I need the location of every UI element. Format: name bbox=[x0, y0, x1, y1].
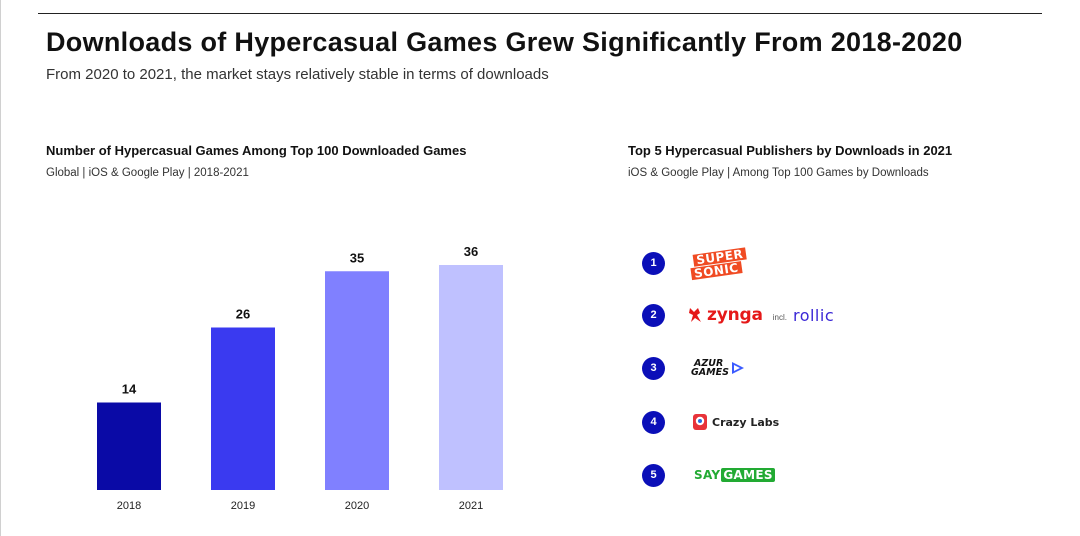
x-tick-label-2020: 2020 bbox=[345, 500, 369, 512]
chart-title: Number of Hypercasual Games Among Top 10… bbox=[46, 143, 467, 158]
rank-badge: 2 bbox=[642, 303, 665, 327]
page-title: Downloads of Hypercasual Games Grew Sign… bbox=[46, 27, 963, 57]
supersonic-logo: SUPER SONIC bbox=[690, 244, 749, 281]
left-edge-line bbox=[0, 0, 1, 536]
azur-games-logo: AZUR GAMES bbox=[691, 353, 745, 383]
top-divider bbox=[38, 13, 1042, 14]
publishers-title: Top 5 Hypercasual Publishers by Download… bbox=[628, 143, 953, 158]
crazy-labs-wordmark: Crazy Labs bbox=[712, 415, 780, 429]
crazy-labs-flask-icon bbox=[693, 414, 707, 430]
publisher-row-azur-games: 3 AZUR GAMES bbox=[642, 353, 744, 383]
publisher-row-supersonic: 1 SUPER SONIC bbox=[642, 246, 747, 280]
saygames-logo: SAY GAMES bbox=[694, 460, 775, 490]
rank-badge: 4 bbox=[642, 410, 665, 434]
data-label-2020: 35 bbox=[350, 250, 364, 265]
publisher-row-zynga: 2 zynga incl. rollic bbox=[642, 300, 834, 330]
crazy-labs-logo: Crazy Labs bbox=[692, 407, 779, 437]
rank-badge: 5 bbox=[642, 463, 665, 487]
bar-2018 bbox=[97, 402, 161, 490]
saygames-say: SAY bbox=[694, 468, 721, 482]
rank-badge: 1 bbox=[642, 251, 665, 275]
bar-2021 bbox=[439, 265, 503, 490]
data-label-2018: 14 bbox=[122, 382, 137, 397]
azur-logo-top: AZUR bbox=[694, 358, 724, 369]
bar-2020 bbox=[325, 271, 389, 490]
rank-badge: 3 bbox=[642, 356, 665, 380]
bar-2019 bbox=[211, 327, 275, 490]
publisher-row-saygames: 5 SAY GAMES bbox=[642, 460, 775, 490]
data-label-2019: 26 bbox=[236, 307, 250, 322]
zynga-logo: zynga incl. rollic bbox=[688, 300, 834, 330]
x-tick-label-2019: 2019 bbox=[231, 500, 255, 512]
x-tick-label-2018: 2018 bbox=[117, 500, 141, 512]
bar-chart: 14 2018 26 2019 35 2020 36 2021 bbox=[97, 244, 503, 512]
publisher-row-crazy-labs: 4 Crazy Labs bbox=[642, 407, 779, 437]
publishers-subtitle: iOS & Google Play | Among Top 100 Games … bbox=[628, 167, 929, 179]
page-subtitle: From 2020 to 2021, the market stays rela… bbox=[46, 66, 549, 83]
incl-text: incl. bbox=[772, 312, 787, 322]
play-triangle-icon bbox=[731, 362, 744, 374]
x-tick-label-2021: 2021 bbox=[459, 500, 483, 512]
zynga-dog-icon bbox=[689, 308, 701, 322]
azur-logo-bottom: GAMES bbox=[691, 367, 729, 378]
saygames-games: GAMES bbox=[721, 468, 775, 482]
chart-subtitle: Global | iOS & Google Play | 2018-2021 bbox=[46, 167, 249, 179]
zynga-wordmark: zynga bbox=[707, 305, 763, 325]
rollic-wordmark: rollic bbox=[792, 305, 835, 325]
data-label-2021: 36 bbox=[464, 244, 478, 259]
